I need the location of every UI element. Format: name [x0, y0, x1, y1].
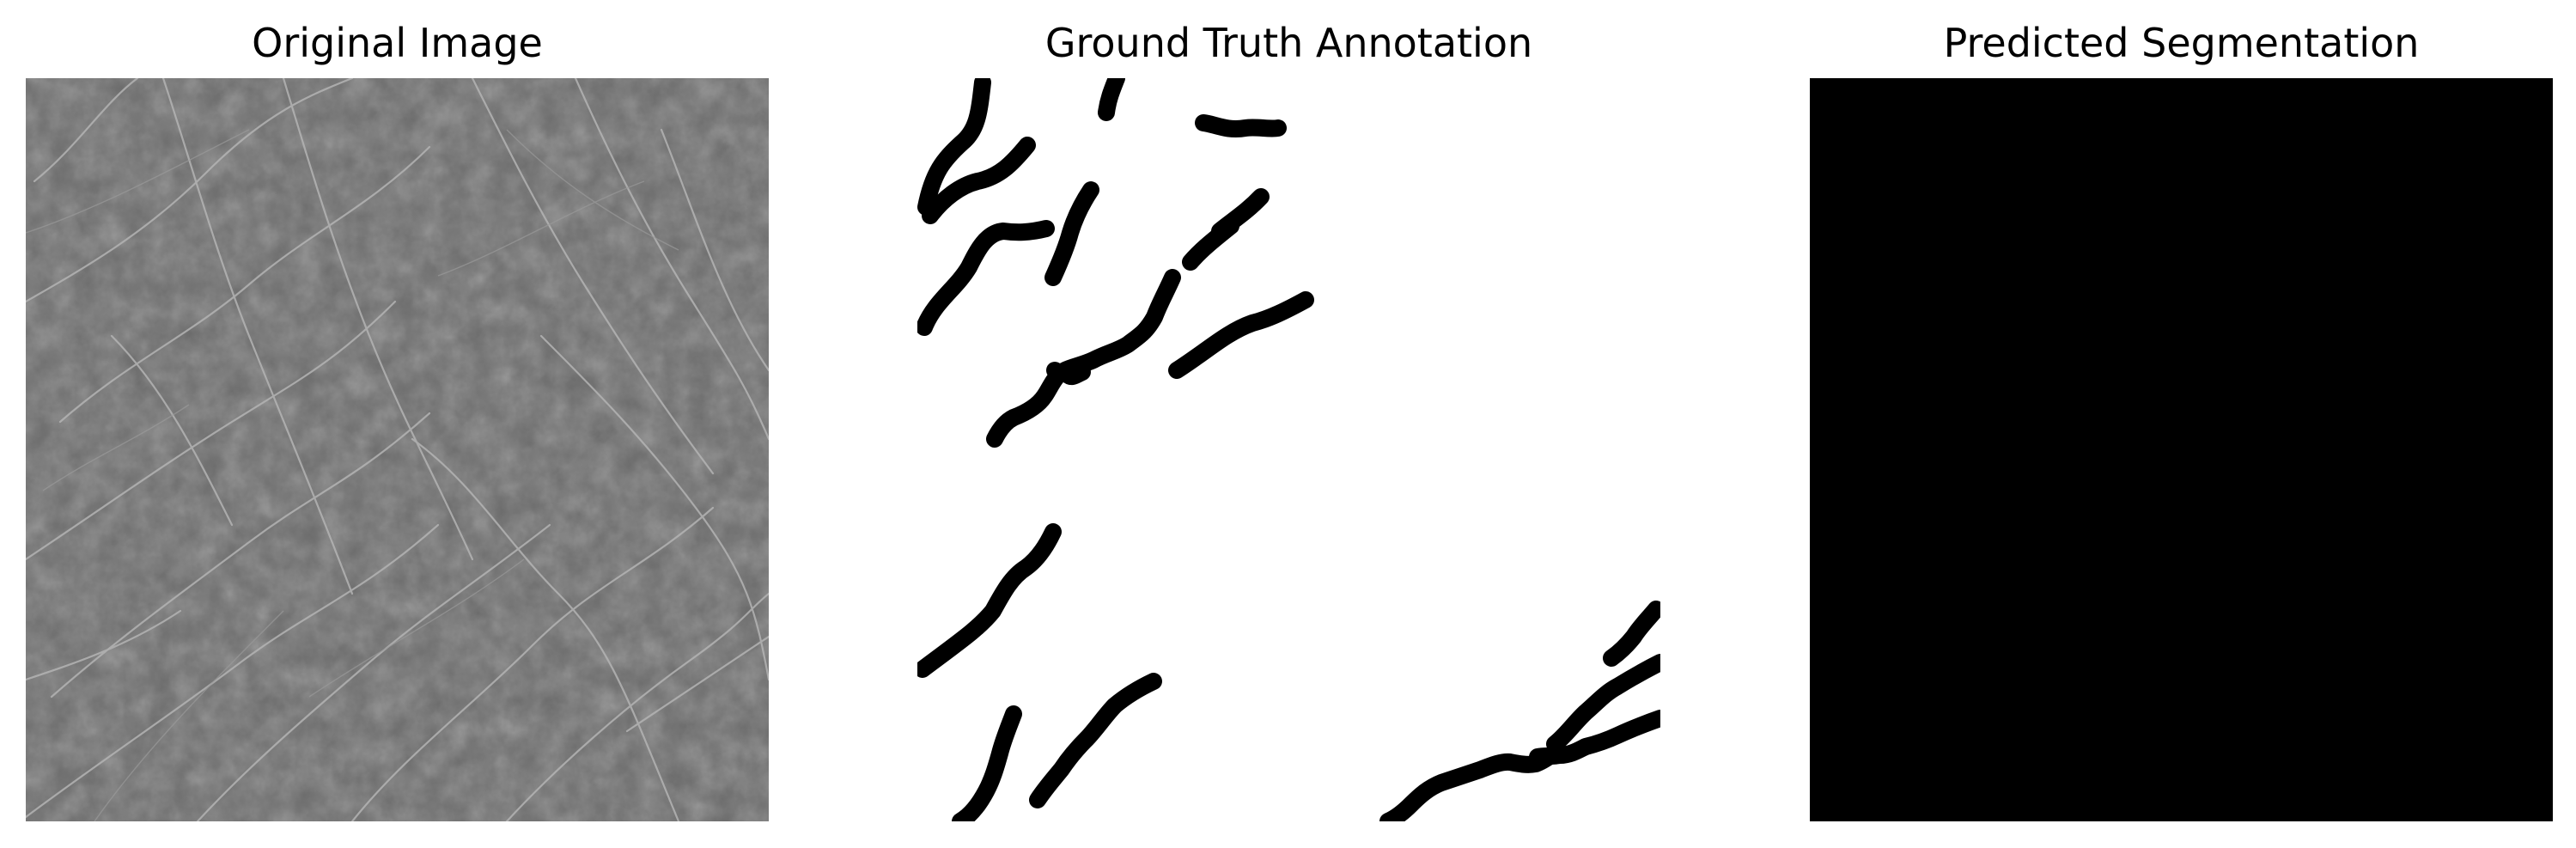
original-image-texture — [26, 78, 769, 821]
crack-annotation — [1611, 609, 1656, 658]
title-ground-truth: Ground Truth Annotation — [917, 15, 1660, 70]
crack-annotation — [924, 229, 1046, 327]
crack-annotation — [995, 278, 1172, 439]
crack-annotation — [923, 532, 1053, 669]
original-image — [26, 78, 769, 821]
crack-annotation — [1177, 300, 1306, 370]
crack-annotation — [1191, 226, 1231, 262]
ground-truth-mask — [917, 78, 1660, 821]
crack-annotation — [960, 714, 1014, 821]
title-predicted-segmentation: Predicted Segmentation — [1810, 15, 2553, 70]
crack-annotation — [1038, 681, 1154, 800]
title-original-image: Original Image — [26, 15, 769, 70]
ground-truth-annotation — [917, 78, 1660, 821]
crack-annotation — [1203, 123, 1278, 129]
predicted-segmentation — [1810, 78, 2553, 821]
crack-annotation — [1388, 753, 1555, 821]
crack-annotation — [1053, 190, 1091, 278]
crack-annotation — [1106, 78, 1117, 113]
crack-annotation — [1055, 370, 1082, 376]
